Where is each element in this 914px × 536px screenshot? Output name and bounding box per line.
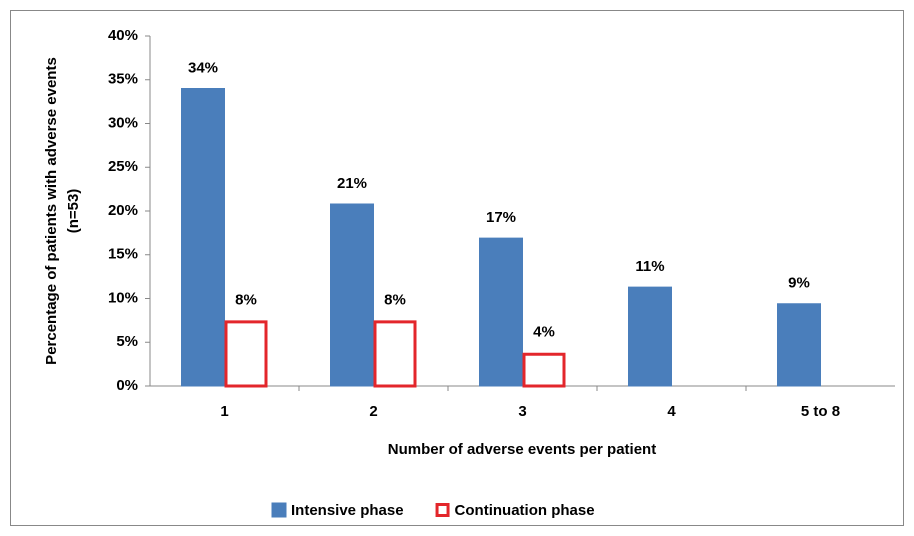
value-label: 21% bbox=[337, 175, 367, 192]
value-label: 8% bbox=[235, 291, 257, 308]
legend-swatch bbox=[271, 502, 287, 518]
y-tick-label: 15% bbox=[108, 246, 138, 263]
y-tick-label: 10% bbox=[108, 289, 138, 306]
y-axis-label: Percentage of patients with adverse even… bbox=[43, 57, 82, 365]
x-axis-label: Number of adverse events per patient bbox=[388, 441, 656, 458]
value-label: 17% bbox=[486, 209, 516, 226]
x-tick-label: 5 to 8 bbox=[801, 403, 840, 420]
x-tick-label: 2 bbox=[369, 403, 377, 420]
chart-frame bbox=[10, 10, 904, 526]
x-tick-label: 1 bbox=[220, 403, 228, 420]
value-label: 8% bbox=[384, 291, 406, 308]
bar bbox=[224, 320, 268, 388]
value-label: 34% bbox=[188, 59, 218, 76]
value-label: 11% bbox=[635, 258, 664, 275]
bar bbox=[373, 320, 417, 388]
value-label: 4% bbox=[533, 324, 555, 341]
y-tick-label: 20% bbox=[108, 202, 138, 219]
bar bbox=[181, 88, 225, 387]
legend-swatch bbox=[435, 503, 450, 517]
bar bbox=[522, 352, 566, 388]
x-tick-label: 3 bbox=[518, 403, 526, 420]
y-tick-label: 35% bbox=[108, 71, 138, 88]
bar bbox=[330, 203, 374, 387]
legend-label: Intensive phase bbox=[291, 502, 404, 519]
bar bbox=[628, 286, 672, 387]
y-tick-label: 40% bbox=[108, 27, 138, 44]
bar bbox=[777, 303, 821, 387]
y-tick-label: 0% bbox=[116, 377, 138, 394]
y-tick-label: 5% bbox=[116, 333, 138, 350]
legend-label: Continuation phase bbox=[455, 502, 595, 519]
bar bbox=[479, 237, 523, 387]
y-tick-label: 25% bbox=[108, 158, 138, 175]
x-tick-label: 4 bbox=[667, 403, 676, 420]
y-tick-label: 30% bbox=[108, 114, 138, 131]
value-label: 9% bbox=[788, 275, 810, 292]
